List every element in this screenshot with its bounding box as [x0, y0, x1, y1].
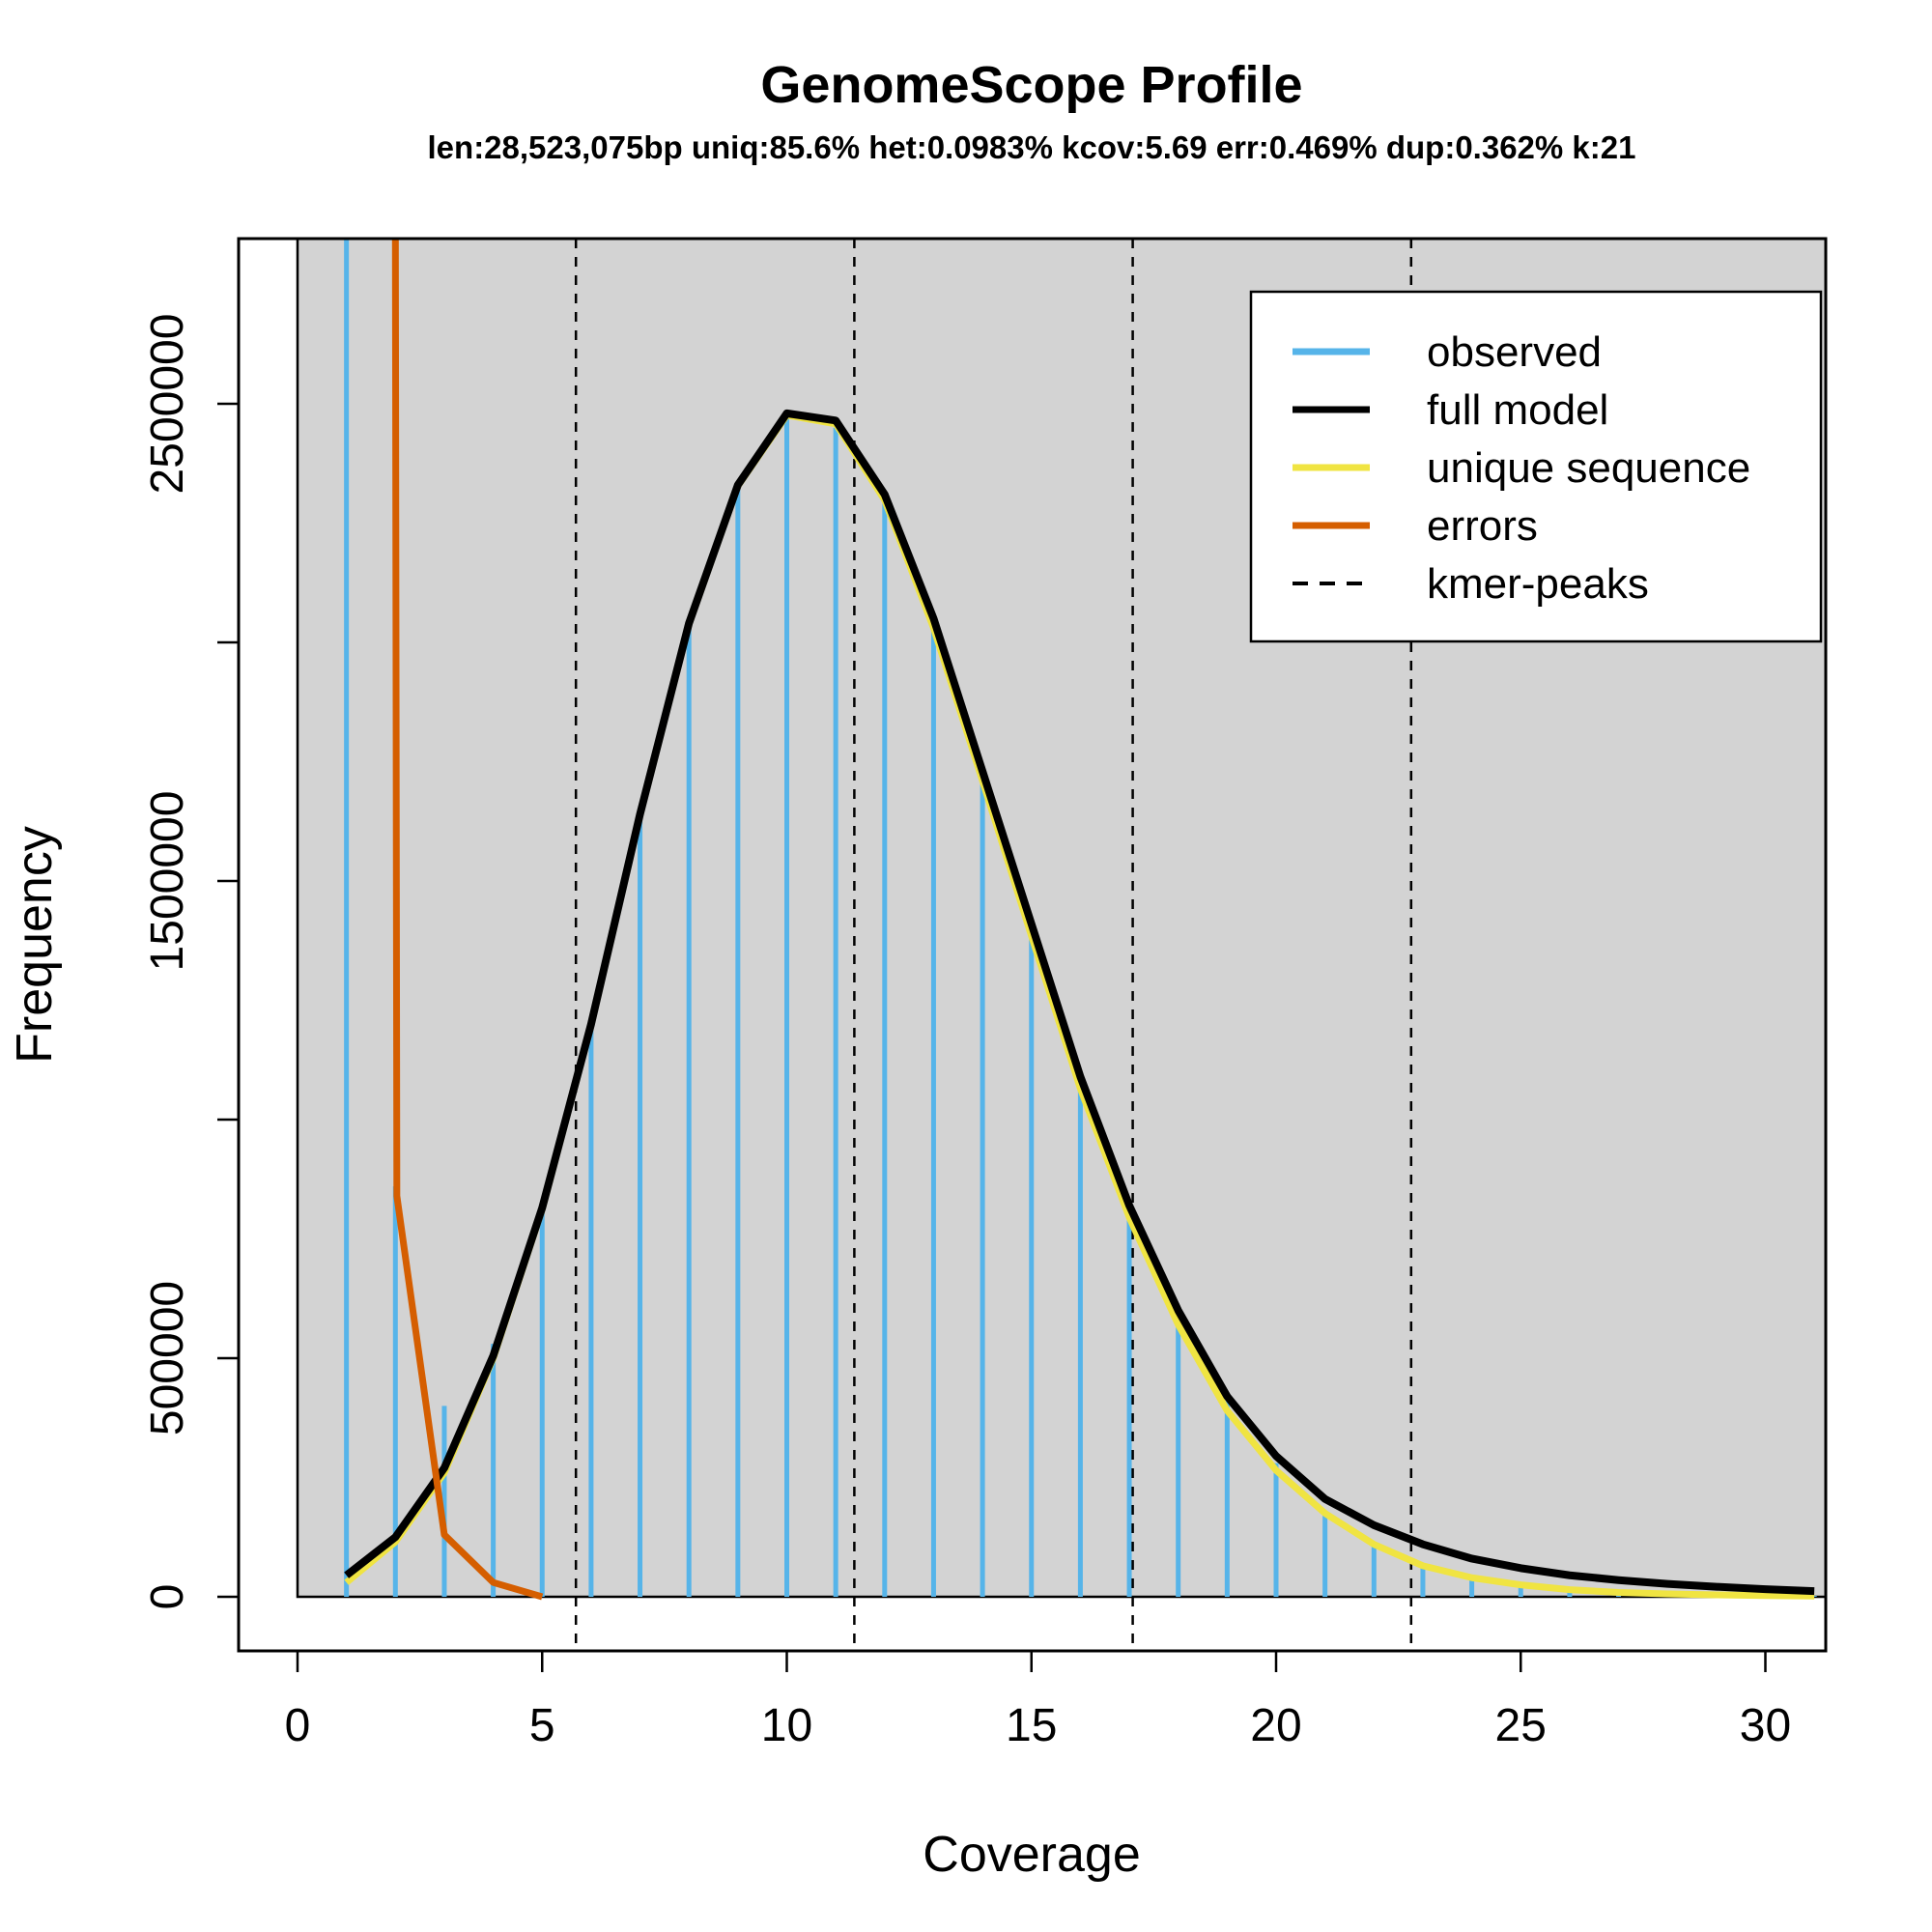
legend: observed full model unique sequence errors k…	[1249, 290, 1823, 643]
kmer-peak-lines	[574, 239, 1413, 1651]
legend-label-observed: observed	[1427, 328, 1602, 376]
errors-line	[391, 239, 544, 1601]
y-tick-label: 2500000	[142, 314, 193, 495]
x-tick-label: 15	[1006, 1700, 1057, 1751]
legend-label-errors: errors	[1427, 502, 1538, 550]
y-axis: 0 500000 1500000 2500000	[142, 314, 239, 1610]
chart-title: GenomeScope Profile	[760, 56, 1302, 114]
legend-label-full-model: full model	[1427, 386, 1608, 434]
y-tick-label: 1500000	[142, 791, 193, 972]
x-axis: 0 5 10 15 20 25 30	[285, 1651, 1791, 1751]
y-tick-label: 500000	[142, 1281, 193, 1435]
x-axis-label: Coverage	[923, 1827, 1140, 1883]
y-axis-label: Frequency	[7, 826, 63, 1064]
x-tick-label: 30	[1740, 1700, 1791, 1751]
legend-label-kmer-peaks: kmer-peaks	[1427, 560, 1649, 608]
observed-bars	[344, 239, 1817, 1597]
x-tick-label: 0	[285, 1700, 311, 1751]
y-tick-label: 0	[142, 1584, 193, 1610]
model-lines	[344, 239, 1815, 1601]
x-tick-label: 25	[1495, 1700, 1547, 1751]
x-tick-label: 5	[529, 1700, 555, 1751]
chart-subtitle: len:28,523,075bp uniq:85.6% het:0.0983% …	[428, 129, 1636, 165]
full-model-line	[344, 409, 1815, 1596]
x-tick-label: 20	[1250, 1700, 1301, 1751]
legend-label-unique-sequence: unique sequence	[1427, 444, 1750, 492]
x-tick-label: 10	[761, 1700, 812, 1751]
